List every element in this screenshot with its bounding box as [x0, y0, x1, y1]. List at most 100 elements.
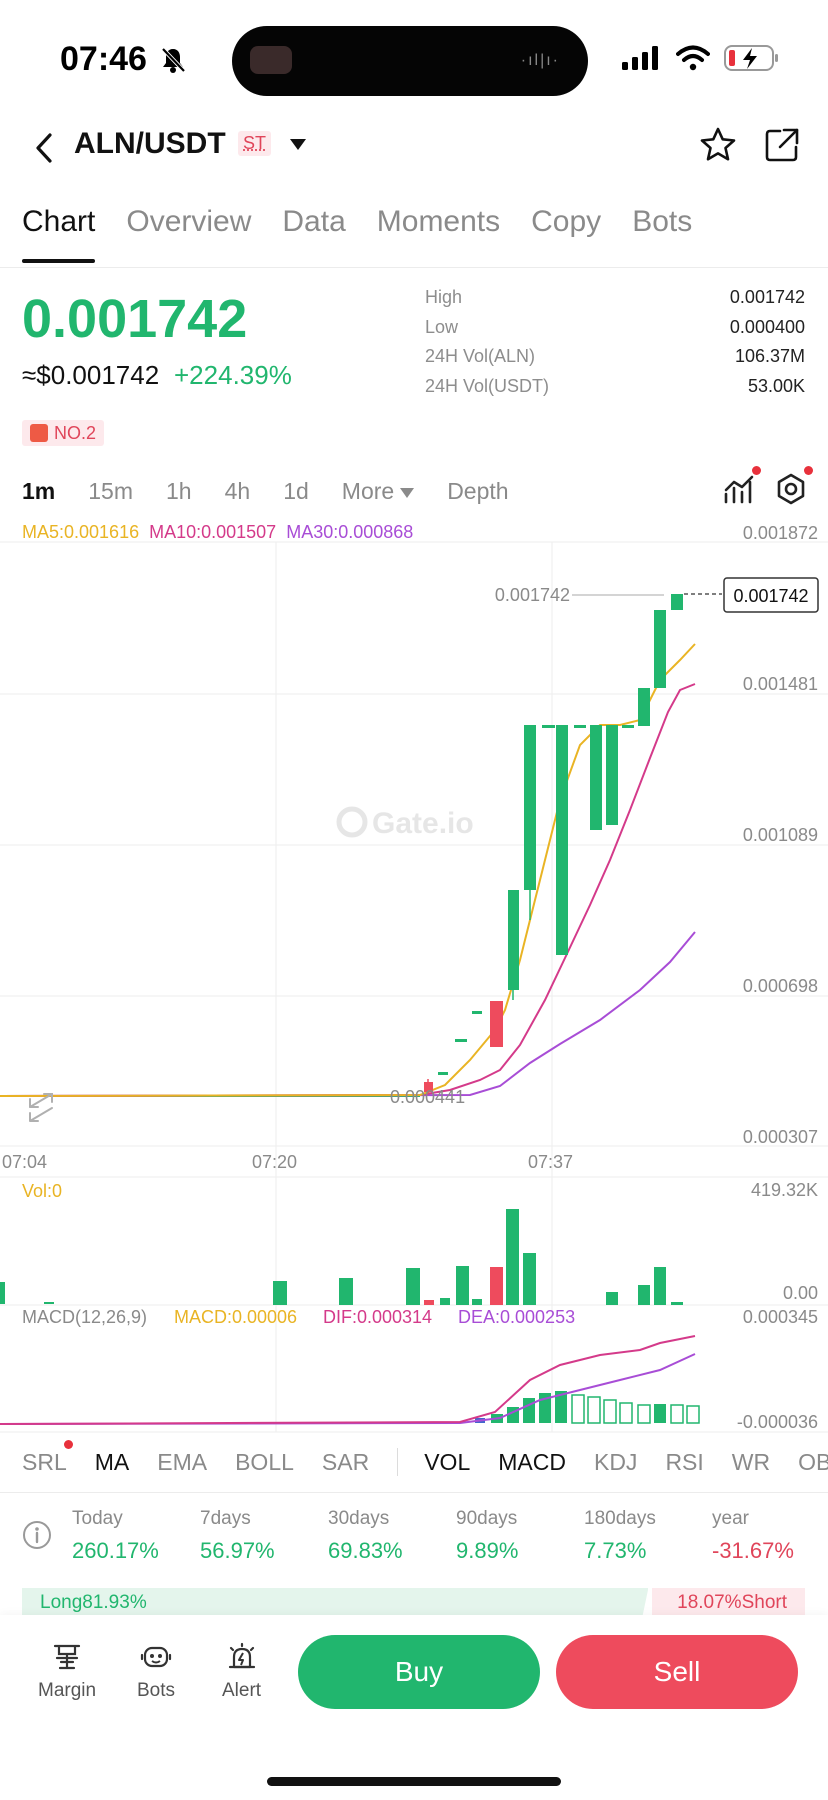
candle — [590, 725, 602, 830]
indicator-kdj[interactable]: KDJ — [593, 1448, 638, 1475]
home-indicator[interactable] — [267, 1777, 561, 1786]
perf-90days: 90days 9.89% — [456, 1508, 518, 1564]
favorite-star-icon[interactable] — [698, 125, 738, 165]
stat-value: 53.00K — [747, 375, 805, 396]
ma30-line — [0, 931, 696, 1097]
volume-bar — [0, 1282, 5, 1304]
volume-bar — [638, 1285, 650, 1305]
long-ratio-label: Long81.93% — [40, 1592, 147, 1613]
high-mark: 0.001742 — [495, 585, 570, 605]
candle — [455, 1039, 467, 1042]
last-price: 0.001742 — [22, 289, 248, 349]
volume-bar — [671, 1302, 683, 1305]
macd-dif: DIF:0.000314 — [323, 1307, 432, 1327]
macd-bar — [654, 1404, 666, 1423]
pair-title[interactable]: ALN/USDT — [74, 127, 226, 160]
rank-badge[interactable]: NO.2 — [22, 420, 105, 446]
perf-today: Today 260.17% — [72, 1508, 159, 1564]
audio-wave-icon: ·ıl|ı· — [520, 52, 560, 69]
perf-label: Today — [72, 1508, 123, 1529]
macd-histogram — [475, 1391, 700, 1424]
bots-button[interactable]: Bots — [137, 1642, 175, 1702]
macd-bar — [571, 1394, 585, 1424]
stat-vol-base: 24H Vol(ALN) 106.37M — [425, 346, 805, 376]
stat-value: 0.001742 — [729, 287, 805, 307]
expand-icon[interactable] — [29, 1093, 53, 1122]
indicator-wr[interactable]: WR — [731, 1448, 771, 1475]
tab-moments[interactable]: Moments — [376, 205, 501, 238]
indicator-boll[interactable]: BOLL — [235, 1448, 294, 1475]
price-tick: 0.001872 — [743, 523, 818, 543]
interval-1d[interactable]: 1d — [283, 478, 309, 504]
margin-icon — [53, 1644, 81, 1670]
price-tick: 0.000307 — [743, 1127, 818, 1147]
info-icon[interactable] — [22, 1520, 52, 1550]
depth-tab[interactable]: Depth — [447, 478, 509, 504]
perf-30days: 30days 69.83% — [328, 1508, 403, 1564]
candlestick-chart[interactable]: Gate.io 0.001872 0.001481 0.001089 0.000… — [0, 520, 828, 1440]
tab-bots[interactable]: Bots — [632, 205, 693, 238]
notification-dot — [64, 1440, 73, 1449]
volume-bar — [490, 1267, 503, 1305]
volume-bar — [506, 1209, 519, 1305]
interval-1h[interactable]: 1h — [166, 478, 192, 504]
ma10-line — [0, 683, 696, 1097]
indicator-obv[interactable]: OBV — [798, 1448, 828, 1475]
volume-bar — [523, 1253, 536, 1305]
stat-label: Low — [425, 316, 459, 337]
share-icon[interactable] — [762, 125, 802, 165]
alert-button[interactable]: Alert — [222, 1642, 261, 1702]
macd-dea: DEA:0.000253 — [458, 1307, 575, 1327]
macd-dif-line — [0, 1335, 696, 1425]
indicator-ema[interactable]: EMA — [157, 1448, 208, 1475]
indicator-chart-icon[interactable] — [722, 472, 756, 506]
market-stats: High 0.001742 Low 0.000400 24H Vol(ALN) 106… — [425, 287, 805, 405]
chart-settings-icon[interactable] — [774, 472, 808, 506]
long-short-ratio-bar[interactable]: Long81.93% 18.07%Short — [22, 1588, 805, 1618]
tab-data[interactable]: Data — [282, 205, 346, 238]
indicator-sar[interactable]: SAR — [321, 1448, 370, 1475]
interval-1m[interactable]: 1m — [22, 478, 56, 504]
ranking-chart-icon — [30, 424, 48, 442]
indicator-vol[interactable]: VOL — [424, 1448, 471, 1475]
tab-copy[interactable]: Copy — [531, 205, 602, 238]
indicator-macd[interactable]: MACD — [498, 1448, 566, 1475]
interval-4h[interactable]: 4h — [224, 478, 251, 504]
bottom-action-bar: Margin Bots Alert Buy Sell — [0, 1615, 828, 1800]
buy-button[interactable]: Buy — [298, 1635, 540, 1709]
candle — [438, 1072, 448, 1075]
st-badge[interactable]: ST — [238, 131, 272, 156]
interval-more[interactable]: More — [342, 478, 415, 505]
indicator-ma[interactable]: MA — [94, 1448, 130, 1475]
notification-dot — [752, 466, 761, 475]
macd-max: 0.000345 — [743, 1307, 818, 1327]
candle — [508, 890, 519, 990]
tab-chart[interactable]: Chart — [22, 205, 96, 263]
bots-label: Bots — [137, 1680, 176, 1701]
wifi-icon — [676, 45, 710, 71]
chart-grid — [0, 541, 828, 1433]
price-tick: 0.000698 — [743, 976, 818, 996]
back-arrow-icon[interactable] — [24, 125, 64, 171]
margin-button[interactable]: Margin — [38, 1642, 96, 1702]
stat-value: 106.37M — [734, 346, 805, 366]
indicator-rsi[interactable]: RSI — [665, 1448, 704, 1475]
macd-params: MACD(12,26,9) — [22, 1307, 147, 1327]
ma5-line — [0, 643, 696, 1097]
indicator-divider-line — [0, 1492, 828, 1493]
volume-bar — [406, 1268, 420, 1305]
tab-overview[interactable]: Overview — [126, 205, 252, 238]
battery-charging-icon — [724, 45, 778, 71]
volume-bar — [440, 1298, 450, 1305]
sell-button[interactable]: Sell — [556, 1635, 798, 1709]
volume-bars — [0, 1209, 683, 1305]
pair-dropdown-caret-icon[interactable] — [290, 139, 306, 150]
pair-header: ALN/USDT ST — [0, 115, 828, 185]
stat-label: 24H Vol(ALN) — [425, 346, 536, 366]
stat-value: 0.000400 — [729, 316, 805, 337]
candle — [622, 725, 634, 728]
interval-15m[interactable]: 15m — [88, 478, 133, 504]
indicator-srl[interactable]: SRL — [22, 1448, 67, 1475]
macd-dea-line — [0, 1353, 696, 1425]
candle — [542, 725, 555, 728]
